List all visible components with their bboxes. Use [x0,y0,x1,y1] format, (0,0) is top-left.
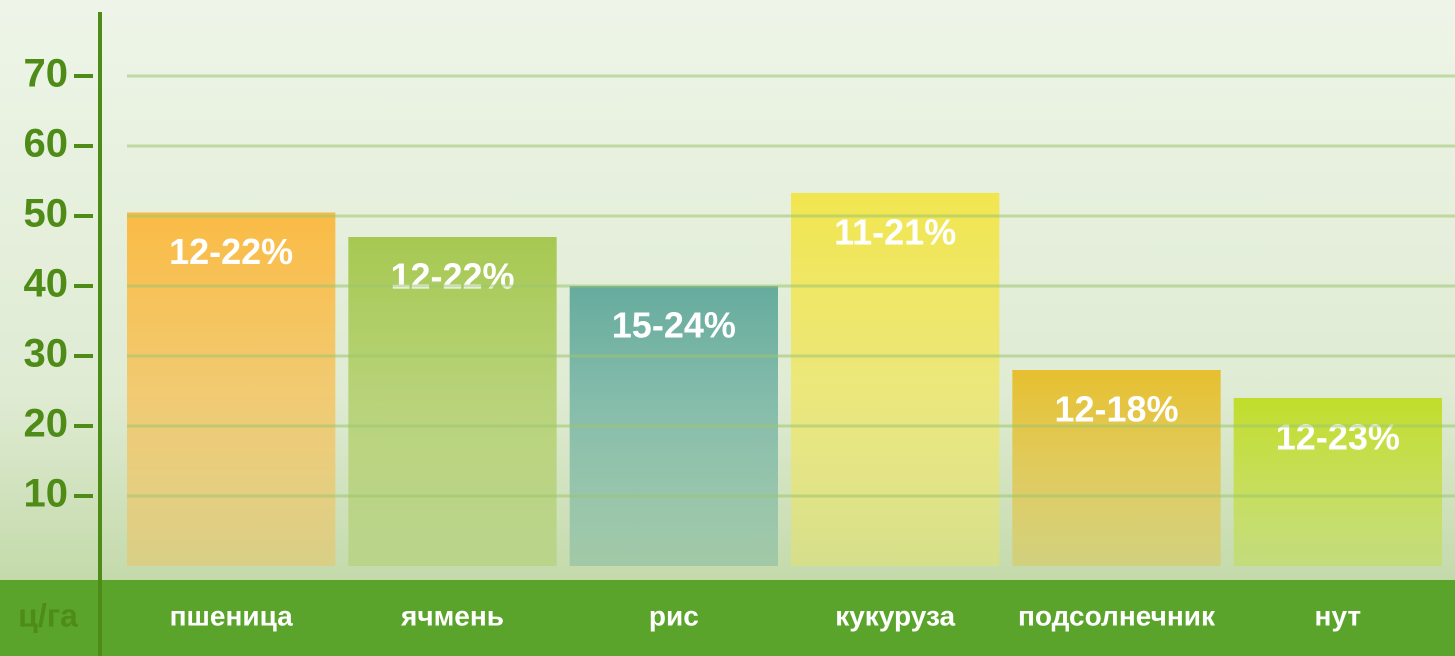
chart: ц/га 10 20 30 40 50 60 70 12-22% пшеница 12-22% яч… [0,0,1455,656]
y-tick-label: 40 [24,262,69,306]
bar-annotation: 11-21% [834,211,956,252]
bar-annotation: 15-24% [612,305,736,346]
bar-annotation: 12-22% [169,231,293,272]
bar-annotation: 12-22% [390,256,514,297]
x-tick-label: нут [1315,600,1362,631]
y-tick-label: 50 [24,192,69,236]
bar-annotation: 12-23% [1276,417,1400,458]
y-tick-label: 70 [24,52,69,96]
x-tick-label: рис [649,600,699,631]
bar-annotation: 12-18% [1054,389,1178,430]
x-tick-label: кукуруза [835,600,955,631]
y-axis-label: ц/га [18,597,78,633]
y-tick-label: 30 [24,332,69,376]
x-tick-label: подсолнечник [1018,600,1216,631]
y-tick-label: 10 [24,472,69,516]
y-tick-label: 20 [24,402,69,446]
y-tick-label: 60 [24,122,69,166]
x-tick-label: ячмень [400,600,504,631]
x-tick-label: пшеница [170,600,294,631]
